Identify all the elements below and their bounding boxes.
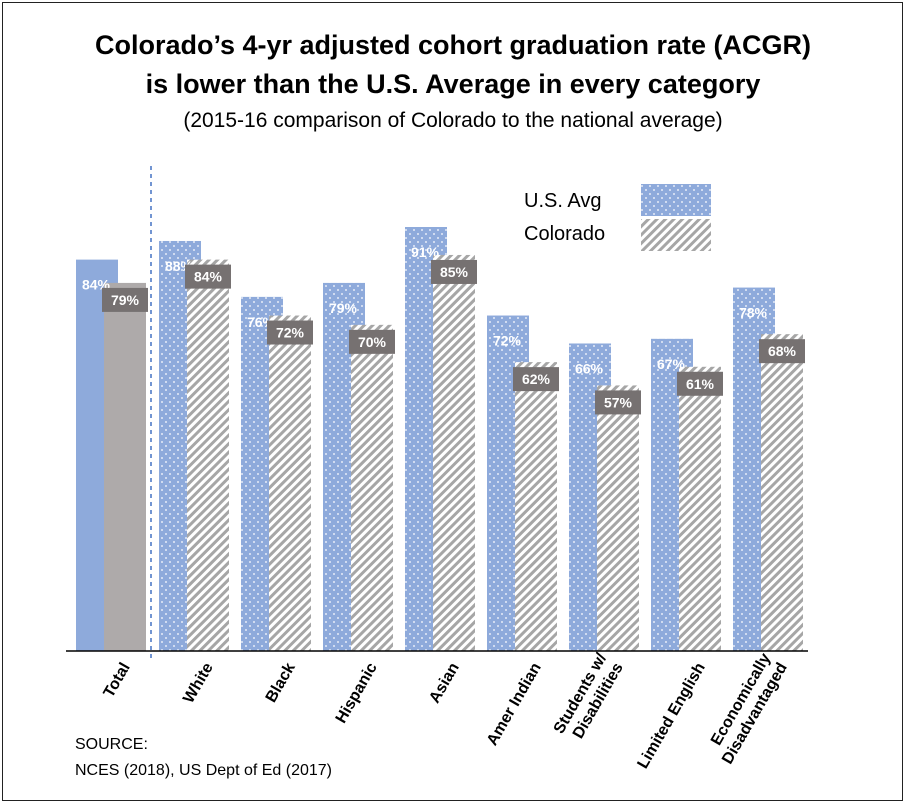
legend-swatch-colorado [641, 219, 711, 251]
chart-title-line1: Colorado’s 4-yr adjusted cohort graduati… [94, 30, 812, 60]
x-tick-label-line: Black [263, 660, 299, 706]
bar-colorado-hispanic [351, 324, 393, 651]
legend-swatch-us-avg [641, 184, 711, 216]
bar-colorado-black [269, 315, 311, 651]
data-label-colorado-total: 79% [111, 292, 140, 308]
data-label-colorado-amer-indian: 62% [522, 371, 551, 387]
data-label-box-colorado-asian [431, 259, 477, 284]
x-tick-label-total: Total [101, 660, 134, 701]
data-label-colorado-hispanic: 70% [358, 334, 387, 350]
source-heading: SOURCE: [75, 736, 148, 753]
x-tick-label-amer-indian: Amer Indian [484, 660, 545, 749]
x-tick-label-line: Hispanic [333, 660, 381, 726]
x-tick-label-students-w-disabilities: Students w/Disabilities [551, 650, 627, 742]
data-label-us-avg-students-w-disabilities: 66% [575, 360, 604, 376]
data-label-us-avg-amer-indian: 72% [493, 333, 522, 349]
data-label-box-colorado-white [185, 264, 231, 289]
chart-subtitle: (2015-16 comparison of Colorado to the n… [183, 109, 723, 132]
data-label-box-colorado-amer-indian [513, 367, 559, 392]
x-tick-label-hispanic: Hispanic [333, 660, 381, 726]
data-label-colorado-white: 84% [194, 269, 223, 285]
bar-colorado-economically-disadvantaged [761, 334, 803, 651]
bar-colorado-total [104, 282, 146, 651]
data-label-box-colorado-black [267, 320, 313, 345]
x-tick-label-line: Limited English [635, 660, 709, 772]
data-label-us-avg-hispanic: 79% [329, 300, 358, 316]
data-label-colorado-black: 72% [276, 325, 305, 341]
data-label-us-avg-asian: 91% [411, 244, 440, 260]
legend-label-colorado: Colorado [524, 223, 605, 245]
chart-title-line2: is lower than the U.S. Average in every … [145, 69, 761, 99]
legend: U.S. Avg Colorado [524, 184, 711, 251]
bar-colorado-asian [433, 254, 475, 651]
x-tick-label-limited-english: Limited English [635, 660, 709, 772]
data-label-box-colorado-total [102, 287, 148, 312]
data-label-us-avg-economically-disadvantaged: 78% [739, 305, 768, 321]
bar-colorado-white [187, 259, 229, 651]
bar-colorado-students-w-disabilities [597, 385, 639, 651]
source-citation: NCES (2018), US Dept of Ed (2017) [75, 762, 333, 779]
data-label-box-colorado-hispanic [349, 329, 395, 354]
x-tick-label-black: Black [263, 660, 299, 706]
data-label-colorado-economically-disadvantaged: 68% [768, 343, 797, 359]
x-tick-label-line: Asian [426, 660, 463, 706]
x-tick-label-line: White [180, 660, 217, 706]
bar-colorado-amer-indian [515, 362, 557, 651]
data-label-colorado-limited-english: 61% [686, 376, 715, 392]
data-label-us-avg-limited-english: 67% [657, 356, 686, 372]
x-tick-label-line: Amer Indian [484, 660, 545, 749]
data-label-colorado-students-w-disabilities: 57% [604, 394, 633, 410]
data-label-box-colorado-economically-disadvantaged [759, 339, 805, 364]
legend-label-us-avg: U.S. Avg [524, 190, 601, 212]
data-label-box-colorado-students-w-disabilities [595, 390, 641, 415]
x-tick-label-asian: Asian [426, 660, 463, 706]
x-tick-label-white: White [180, 660, 217, 706]
data-label-box-colorado-limited-english [677, 371, 723, 396]
bar-colorado-limited-english [679, 366, 721, 651]
x-tick-label-line: Total [101, 660, 134, 701]
data-label-colorado-asian: 85% [440, 264, 469, 280]
